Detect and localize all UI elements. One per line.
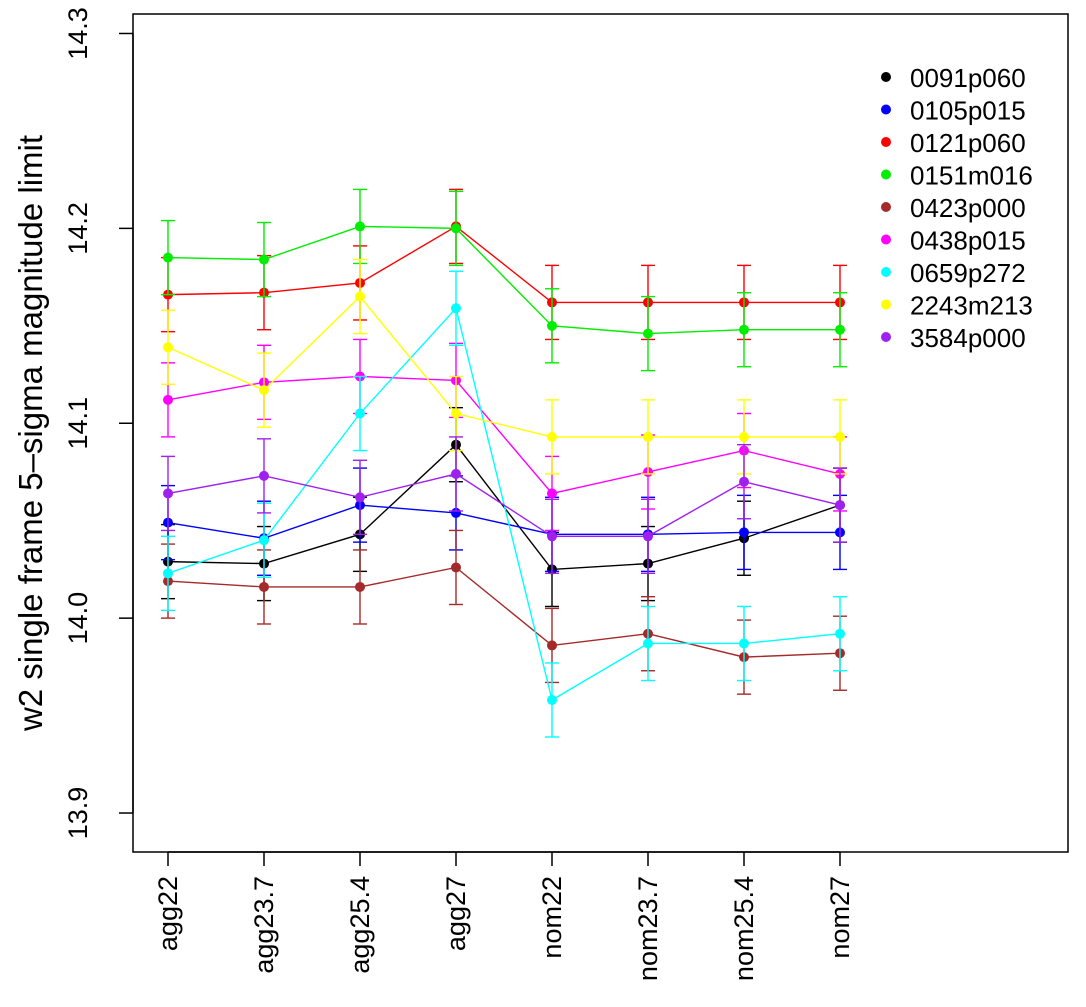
legend-label: 0105p015	[910, 96, 1026, 126]
x-tick-label: nom22	[537, 876, 567, 959]
data-point	[355, 408, 365, 419]
data-point	[835, 628, 845, 639]
series-line	[167, 225, 840, 304]
data-point	[451, 562, 461, 573]
y-tick-label: 13.9	[63, 787, 93, 840]
y-tick-label: 14.2	[63, 202, 93, 255]
data-point	[547, 531, 557, 542]
data-point	[739, 476, 749, 487]
data-point	[259, 385, 269, 396]
legend-marker	[881, 104, 891, 115]
data-point	[163, 488, 173, 499]
y-axis: 13.9 14.0 14.1 14.2 14.3	[63, 7, 134, 840]
data-point	[259, 470, 269, 481]
legend-label: 0121p060	[910, 128, 1026, 158]
legend-label: 3584p000	[910, 323, 1026, 353]
legend-marker	[881, 267, 891, 277]
legend-label: 0151m016	[910, 161, 1033, 191]
data-point	[259, 581, 269, 592]
y-axis-title: w2 single frame 5–sigma magnitude limit	[12, 135, 49, 732]
series-line	[167, 473, 841, 537]
data-point	[547, 694, 557, 705]
data-point	[835, 431, 845, 442]
data-point	[643, 431, 653, 442]
data-point	[835, 324, 845, 335]
data-point	[163, 568, 173, 579]
legend-marker	[881, 202, 891, 212]
legend-marker	[881, 299, 891, 310]
x-tick-label: agg25.4	[345, 876, 375, 974]
data-point	[451, 223, 461, 234]
data-point	[643, 531, 653, 542]
series-line	[167, 504, 840, 539]
series-line	[167, 306, 841, 702]
data-point	[163, 252, 173, 263]
series-line	[167, 295, 840, 438]
legend-label: 0438p015	[910, 226, 1026, 256]
series-layer	[161, 188, 847, 738]
legend-label: 2243m213	[910, 291, 1033, 321]
x-tick-label: nom27	[825, 876, 855, 959]
legend-marker	[881, 234, 891, 245]
series-line	[167, 375, 841, 495]
legend-marker	[881, 332, 891, 342]
legend-marker	[881, 72, 891, 82]
data-point	[739, 638, 749, 649]
legend-label: 0659p272	[910, 258, 1026, 288]
data-point	[643, 638, 653, 649]
y-tick-label: 14.1	[63, 397, 93, 450]
data-point	[451, 408, 461, 419]
y-tick-label: 14.0	[63, 592, 93, 645]
legend-label: 0423p000	[910, 193, 1026, 223]
x-tick-label: agg27	[441, 876, 471, 951]
data-point	[451, 303, 461, 314]
data-point	[739, 324, 749, 335]
data-point	[355, 492, 365, 503]
data-point	[259, 254, 269, 265]
series-line	[167, 566, 841, 658]
data-point	[547, 431, 557, 442]
series-line	[167, 225, 840, 335]
data-point	[163, 342, 173, 353]
legend-label: 0091p060	[910, 63, 1026, 93]
data-point	[163, 394, 173, 405]
data-point	[547, 640, 557, 651]
x-tick-label: nom23.7	[633, 876, 663, 981]
data-point	[355, 291, 365, 302]
data-point	[355, 581, 365, 592]
data-point	[835, 500, 845, 511]
series-0151m016	[161, 188, 847, 372]
x-tick-label: agg23.7	[249, 876, 279, 974]
data-point	[547, 320, 557, 331]
y-tick-label: 14.3	[63, 7, 93, 60]
data-point	[643, 328, 653, 339]
legend-marker	[881, 137, 891, 147]
data-point	[451, 468, 461, 479]
series-0659p272	[161, 270, 847, 738]
data-point	[259, 535, 269, 546]
data-point	[547, 488, 557, 499]
x-axis: agg22 agg23.7 agg25.4 agg27 nom22 nom23.7 nom2…	[153, 851, 855, 981]
legend-marker	[881, 169, 891, 180]
x-tick-label: nom25.4	[729, 876, 759, 981]
series-3584p000	[161, 436, 847, 575]
data-point	[739, 527, 749, 538]
data-point	[355, 221, 365, 232]
legend: 0091p0600105p0150121p0600151m0160423p000…	[881, 63, 1033, 353]
data-point	[739, 431, 749, 442]
x-tick-label: agg22	[153, 876, 183, 951]
